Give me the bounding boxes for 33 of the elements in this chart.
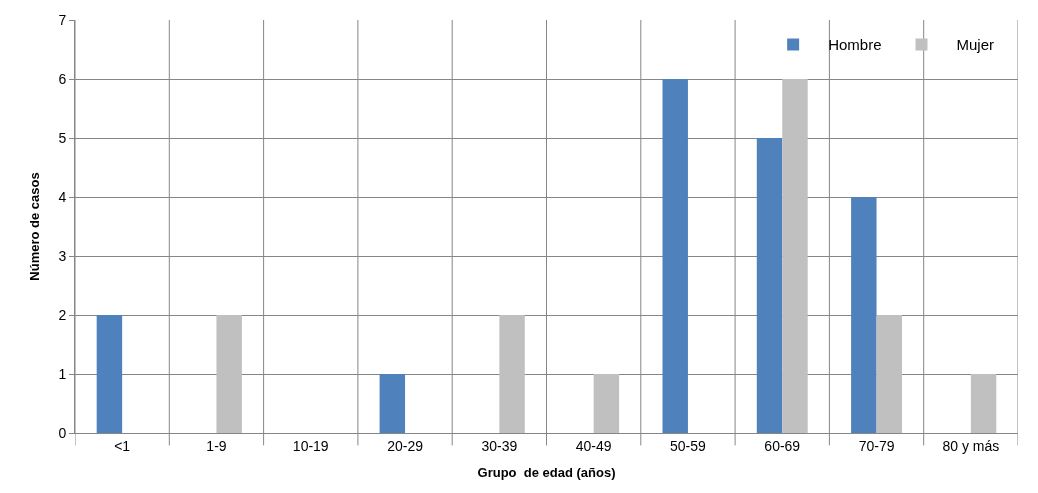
y-tick-label: 4 xyxy=(58,188,67,205)
bar xyxy=(782,79,808,433)
x-tick-label: <1 xyxy=(114,437,131,454)
y-tick-label: 0 xyxy=(58,424,67,441)
x-tick-label: 1-9 xyxy=(206,437,227,454)
x-tick-label: 40-49 xyxy=(575,437,612,454)
bar xyxy=(96,315,123,433)
bar xyxy=(876,315,903,433)
x-axis-title: Grupo de edad (años) xyxy=(477,465,616,481)
bar xyxy=(662,79,688,433)
y-tick-label: 7 xyxy=(58,11,67,28)
bar xyxy=(851,197,877,433)
bar xyxy=(593,374,620,433)
x-tick-label: 10-19 xyxy=(292,437,329,454)
y-axis-title: Número de casos xyxy=(27,172,43,281)
bar xyxy=(499,315,525,433)
x-tick-label: 50-59 xyxy=(670,437,707,454)
y-tick-label: 1 xyxy=(58,365,67,382)
y-tick-label: 6 xyxy=(58,70,67,87)
legend-label: Mujer xyxy=(956,36,995,54)
y-tick-label: 2 xyxy=(58,306,67,323)
bar xyxy=(756,138,783,433)
y-tick-label: 5 xyxy=(58,129,67,146)
y-tick-label: 3 xyxy=(58,247,67,264)
x-tick-label: 60-69 xyxy=(764,437,801,454)
x-tick-label: 20-29 xyxy=(387,437,424,454)
bar xyxy=(216,315,242,433)
bar xyxy=(379,374,406,433)
x-tick-label: 70-79 xyxy=(858,437,895,454)
bar xyxy=(970,374,997,433)
legend-label: Hombre xyxy=(828,36,882,54)
x-tick-label: 80 y más xyxy=(942,437,1000,454)
x-tick-label: 30-39 xyxy=(481,437,518,454)
